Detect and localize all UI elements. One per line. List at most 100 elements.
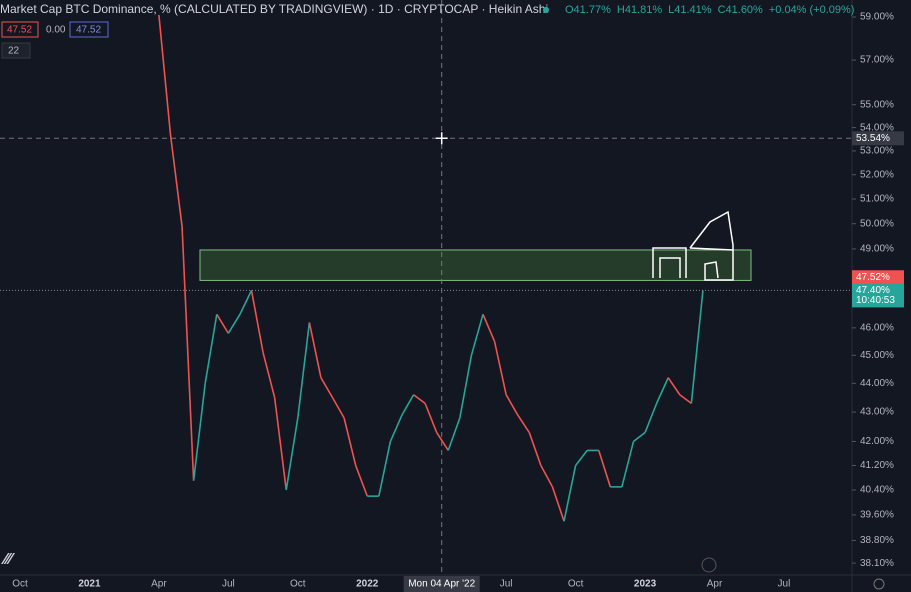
collapse-button[interactable] <box>1 42 31 59</box>
y-tick-label: 55.00% <box>860 99 894 110</box>
logo: ⁄⁄⁄ <box>1 551 15 568</box>
y-tick-label: 43.00% <box>860 407 894 418</box>
price-segment <box>227 313 241 334</box>
x-tick-label: Oct <box>290 579 306 590</box>
indicator-box <box>69 21 109 38</box>
y-tick-label: 42.00% <box>860 436 894 447</box>
y-tick-label: 53.00% <box>860 146 894 157</box>
x-tick-label: Jul <box>222 579 235 590</box>
indicator-count[interactable]: 22 <box>8 46 20 57</box>
price-segment <box>667 377 681 396</box>
price-segment <box>285 417 299 491</box>
y-tick-label: 38.80% <box>860 535 894 546</box>
indicator-box <box>1 21 39 38</box>
price-segment <box>574 449 588 466</box>
price-segment <box>540 465 554 488</box>
price-segment <box>655 377 669 404</box>
y-tick-label: 46.00% <box>860 322 894 333</box>
y-tick-label: 45.00% <box>860 350 894 361</box>
price-segment <box>158 14 172 135</box>
price-segment <box>169 134 183 227</box>
price-label-bg <box>852 131 904 146</box>
price-segment <box>343 417 357 466</box>
price-label-bg <box>852 270 904 285</box>
price-segment <box>181 226 195 481</box>
doodle <box>652 210 734 281</box>
crosshair-date-label: Mon 04 Apr '22 <box>408 579 475 590</box>
x-tick-label: 2022 <box>356 579 379 590</box>
chart-title: Market Cap BTC Dominance, % (CALCULATED … <box>0 2 548 16</box>
indicator-price-label: 47.52% <box>856 272 890 283</box>
price-segment <box>447 417 461 451</box>
price-segment <box>378 441 392 497</box>
crosshair-price-label: 53.54% <box>856 133 890 144</box>
price-segment <box>262 352 276 398</box>
x-tick-label: 2021 <box>78 579 101 590</box>
price-segment <box>632 431 646 443</box>
last-price-label: 47.40% <box>856 285 890 296</box>
price-segment <box>690 290 704 404</box>
price-segment <box>389 414 403 442</box>
price-segment <box>551 486 565 522</box>
indicator-value: 0.00 <box>46 25 66 36</box>
replay-icon[interactable] <box>701 557 717 573</box>
y-tick-label: 38.10% <box>860 558 894 569</box>
y-tick-label: 39.60% <box>860 510 894 521</box>
price-segment <box>297 322 311 418</box>
x-tick-label: Apr <box>707 579 723 590</box>
x-tick-label: Oct <box>568 579 584 590</box>
x-tick-label: Apr <box>151 579 167 590</box>
y-tick-label: 57.00% <box>860 55 894 66</box>
countdown: 10:40:53 <box>856 295 895 306</box>
price-segment <box>273 397 288 491</box>
price-segment <box>331 397 345 419</box>
price-segment <box>204 314 218 384</box>
price-label-bg <box>852 283 904 308</box>
price-segment <box>354 465 368 497</box>
y-tick-label: 44.00% <box>860 378 894 389</box>
x-tick-label: 2023 <box>634 579 657 590</box>
ohlc-value: O41.77% <box>565 4 611 16</box>
indicator-value: 47.52 <box>7 25 32 36</box>
price-segment <box>250 290 264 353</box>
price-segment <box>482 314 496 342</box>
price-segment <box>563 465 577 522</box>
indicator-value: 47.52 <box>76 25 101 36</box>
settings-icon[interactable] <box>873 578 885 590</box>
price-segment <box>528 432 542 466</box>
ohlc-value: H41.81% <box>617 4 662 16</box>
price-segment <box>308 322 322 378</box>
price-segment <box>517 414 530 433</box>
y-tick-label: 54.00% <box>860 122 894 133</box>
crosshair-cursor <box>435 132 448 145</box>
price-segment <box>644 403 658 433</box>
ohlc-value: +0.04% (+0.09%) <box>769 4 855 16</box>
price-segment <box>459 355 473 419</box>
y-tick-label: 49.00% <box>860 244 894 255</box>
y-tick-label: 40.40% <box>860 485 894 496</box>
y-tick-label: 51.00% <box>860 194 894 205</box>
price-segment <box>320 377 334 399</box>
price-segment <box>401 394 415 416</box>
price-segment <box>679 394 692 405</box>
ohlc-value: L41.41% <box>668 4 712 16</box>
price-segment <box>621 441 635 488</box>
x-tick-label: Jul <box>500 579 513 590</box>
ohlc: O41.77% H41.81% L41.41% C41.60% +0.04% (+0.0… <box>565 4 854 16</box>
x-tick-label: Jul <box>778 579 791 590</box>
price-segment <box>470 314 484 356</box>
zone <box>199 249 752 281</box>
ohlc-value: C41.60% <box>718 4 763 16</box>
price-segment <box>239 290 253 315</box>
price-segment <box>505 394 519 416</box>
price-segment <box>493 341 507 395</box>
y-tick-label: 59.00% <box>860 12 894 23</box>
price-segment <box>424 403 438 433</box>
x-tick-label: Oct <box>12 579 28 590</box>
price-segment <box>216 313 230 334</box>
price-segment <box>192 383 206 481</box>
status-dot <box>543 7 549 13</box>
price-segment <box>413 394 426 405</box>
